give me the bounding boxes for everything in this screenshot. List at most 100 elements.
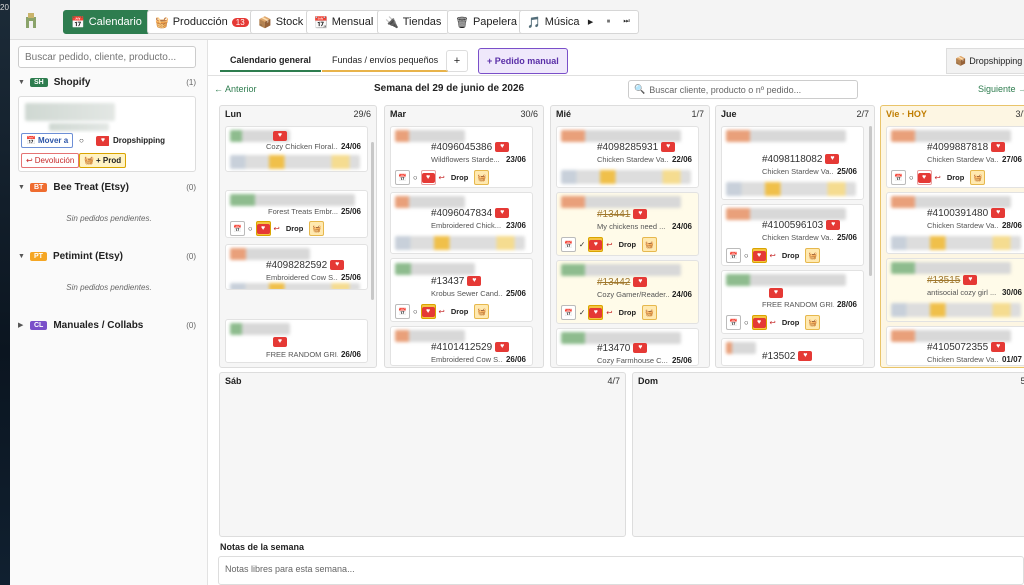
calendar-icon[interactable]: 📅 xyxy=(891,170,906,185)
circle-toggle[interactable]: ○ xyxy=(744,251,749,260)
tab-fundas[interactable]: Fundas / envíos pequeños xyxy=(322,50,449,72)
calendar-icon[interactable]: 📅 xyxy=(726,248,741,263)
basket-icon[interactable]: 🧺 xyxy=(970,170,986,185)
calendar-icon[interactable]: 📅 xyxy=(561,237,576,252)
calendar-icon[interactable]: 📅 xyxy=(230,221,245,236)
check-toggle[interactable]: ✓ xyxy=(579,308,586,317)
basket-icon[interactable]: 🧺 xyxy=(474,304,490,319)
order-card[interactable]: #13441 ♥ My chickens need ... 24/06 📅 ✓ ♥… xyxy=(556,192,699,256)
order-card[interactable]: #4096047834 ♥ Embroidered Chick... 23/06 xyxy=(390,192,533,254)
basket-icon[interactable]: 🧺 xyxy=(309,221,325,236)
order-card[interactable]: #4098282592 ♥ Embroidered Cow S... 25/06 xyxy=(225,244,368,290)
circle-toggle[interactable]: ○ xyxy=(413,307,418,316)
order-card[interactable]: ♥ Cozy Chicken Floral... 24/06 xyxy=(225,126,368,172)
nav-tiendas-button[interactable]: 🔌 Tiendas xyxy=(377,10,450,34)
play-button[interactable]: ▶ xyxy=(587,19,594,26)
tab-dropshipping[interactable]: 📦 Dropshipping xyxy=(946,48,1024,74)
next-track-button[interactable]: ⏭ xyxy=(623,18,630,25)
order-card[interactable]: #4105072355 ♥ Chicken Stardew Va... 01/07 xyxy=(886,326,1024,366)
heart-toggle[interactable]: ♥ xyxy=(751,315,767,330)
order-card[interactable]: #4098118082 ♥ Chicken Stardew Va... 25/06 xyxy=(721,126,864,200)
basket-icon[interactable]: 🧺 xyxy=(805,315,821,330)
move-to-button[interactable]: 📅 Mover a xyxy=(21,133,74,148)
order-card[interactable]: #4098285931 ♥ Chicken Stardew Va... 22/06 xyxy=(556,126,699,188)
return-icon[interactable]: ↩ xyxy=(769,251,776,260)
drop-button[interactable]: Drop xyxy=(946,173,965,182)
basket-icon[interactable]: 🧺 xyxy=(642,305,658,320)
return-icon[interactable]: ↩ xyxy=(606,240,613,249)
nav-produccion-button[interactable]: 🧺 Producción 13 xyxy=(147,10,257,34)
previous-week-button[interactable]: ← Anterior xyxy=(214,84,257,94)
nav-papelera-button[interactable]: 🗑 Papelera xyxy=(447,10,526,34)
add-tab-button[interactable]: + xyxy=(446,50,468,72)
basket-icon[interactable]: 🧺 xyxy=(474,170,490,185)
group-shopify[interactable]: ▼ SH Shopify (1) xyxy=(18,74,196,90)
sidebar-order-card[interactable]: 📅 Mover a ○ ♥ Dropshipping ↩ Devolución 🧺 +… xyxy=(18,96,196,172)
return-icon[interactable]: ↩ xyxy=(438,173,445,182)
order-card[interactable]: #13515 ♥ antisocial cozy girl ... 30/06 xyxy=(886,258,1024,322)
circle-toggle[interactable]: ○ xyxy=(909,173,914,182)
week-search-input[interactable]: 🔍 Buscar cliente, producto o nº pedido..… xyxy=(628,80,858,99)
order-card[interactable]: #4100391480 ♥ Chicken Stardew Va... 28/06 xyxy=(886,192,1024,254)
order-card[interactable]: ♥ FREE RANDOM GRI... 26/06 xyxy=(225,319,368,363)
order-card[interactable]: #13502 ♥ xyxy=(721,338,864,366)
drop-button[interactable]: Drop xyxy=(618,308,637,317)
sidebar-search-input[interactable] xyxy=(18,46,196,68)
circle-toggle[interactable]: ○ xyxy=(744,318,749,327)
heart-toggle[interactable]: ♥ xyxy=(588,237,604,252)
return-icon[interactable]: ↩ xyxy=(438,307,445,316)
heart-toggle[interactable]: ♥ xyxy=(588,305,604,320)
devolucion-button[interactable]: ↩ Devolución xyxy=(21,153,80,168)
dropshipping-button[interactable]: Dropshipping xyxy=(109,133,169,148)
order-card[interactable]: #13470 ♥ Cozy Farmhouse C... 25/06 xyxy=(556,328,699,366)
check-toggle[interactable]: ✓ xyxy=(579,240,586,249)
order-card[interactable]: #4100596103 ♥ Chicken Stardew Va... 25/06… xyxy=(721,204,864,266)
add-prod-button[interactable]: 🧺 + Prod xyxy=(79,153,127,168)
drop-button[interactable]: Drop xyxy=(285,224,304,233)
order-card[interactable]: #4099887818 ♥ Chicken Stardew Va... 27/06… xyxy=(886,126,1024,188)
nav-stock-button[interactable]: 📦 Stock xyxy=(250,10,312,34)
basket-icon[interactable]: 🧺 xyxy=(805,248,821,263)
nav-calendario-button[interactable]: 📅 Calendario xyxy=(63,10,150,34)
circle-toggle[interactable]: ○ xyxy=(75,133,88,148)
drop-button[interactable]: Drop xyxy=(618,240,637,249)
drop-button[interactable]: Drop xyxy=(781,318,800,327)
return-icon[interactable]: ↩ xyxy=(934,173,941,182)
heart-toggle[interactable]: ♥ xyxy=(255,221,271,236)
scrollbar[interactable] xyxy=(371,142,374,300)
group-bee-treat[interactable]: ▼ BT Bee Treat (Etsy) (0) xyxy=(18,179,196,195)
heart-toggle[interactable]: ♥ xyxy=(89,133,114,148)
next-week-button[interactable]: Siguiente → xyxy=(978,84,1024,94)
order-card[interactable]: #4101412529 ♥ Embroidered Cow S... 26/06 xyxy=(390,326,533,366)
order-card[interactable]: Forest Treats Embr... 25/06 📅 ○ ♥ ↩ Drop… xyxy=(225,190,368,238)
nav-mensual-button[interactable]: 📆 Mensual xyxy=(306,10,382,34)
tab-calendario-general[interactable]: Calendario general xyxy=(220,50,322,72)
circle-toggle[interactable]: ○ xyxy=(248,224,253,233)
calendar-icon[interactable]: 📅 xyxy=(395,304,410,319)
basket-icon[interactable]: 🧺 xyxy=(642,237,658,252)
add-manual-order-button[interactable]: + Pedido manual xyxy=(478,48,568,74)
order-card[interactable]: ♥ FREE RANDOM GRI... 28/06 📅 ○ ♥ ↩ Drop … xyxy=(721,270,864,334)
circle-toggle[interactable]: ○ xyxy=(413,173,418,182)
heart-toggle[interactable]: ♥ xyxy=(420,304,436,319)
notes-textarea[interactable]: Notas libres para esta semana... xyxy=(218,556,1024,585)
order-card[interactable]: #13437 ♥ Krobus Sewer Cand... 25/06 📅 ○ ♥… xyxy=(390,258,533,322)
calendar-icon[interactable]: 📅 xyxy=(395,170,410,185)
order-card[interactable]: #13442 ♥ Cozy Gamer/Reader... 24/06 📅 ✓ ♥… xyxy=(556,260,699,324)
calendar-icon[interactable]: 📅 xyxy=(561,305,576,320)
order-card[interactable]: #4096045386 ♥ Wildflowers Starde... 23/06… xyxy=(390,126,533,188)
return-icon[interactable]: ↩ xyxy=(606,308,613,317)
heart-toggle[interactable]: ♥ xyxy=(916,170,932,185)
return-icon[interactable]: ↩ xyxy=(273,224,280,233)
heart-toggle[interactable]: ♥ xyxy=(751,248,767,263)
heart-toggle[interactable]: ♥ xyxy=(420,170,436,185)
return-icon[interactable]: ↩ xyxy=(769,318,776,327)
group-petimint[interactable]: ▼ PT Petimint (Etsy) (0) xyxy=(18,248,196,264)
pause-button[interactable]: ⏸ xyxy=(606,18,611,25)
scrollbar[interactable] xyxy=(869,126,872,276)
calendar-icon[interactable]: 📅 xyxy=(726,315,741,330)
drop-button[interactable]: Drop xyxy=(781,251,800,260)
drop-button[interactable]: Drop xyxy=(450,307,469,316)
group-manuales[interactable]: ▶ CL Manuales / Collabs (0) xyxy=(18,317,196,333)
drop-button[interactable]: Drop xyxy=(450,173,469,182)
